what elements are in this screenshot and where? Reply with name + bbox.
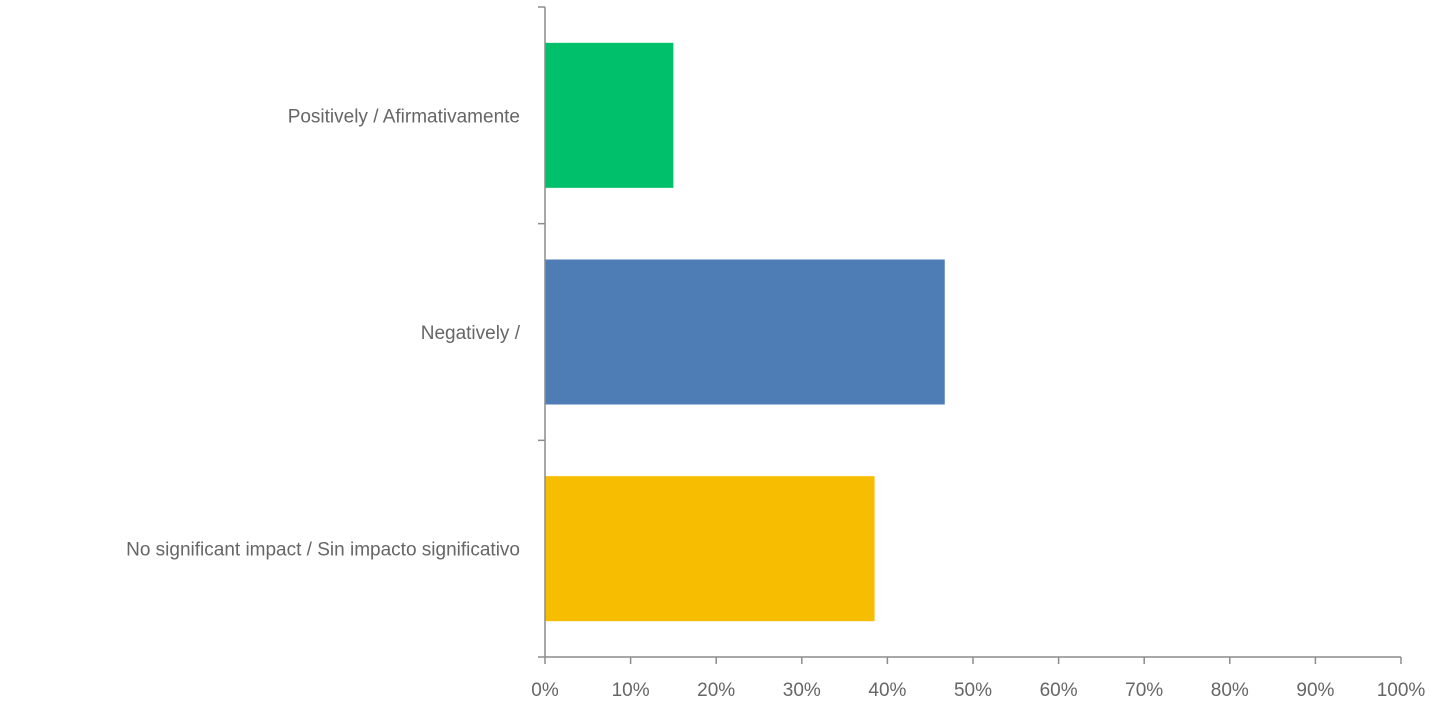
category-label-0: Positively / Afirmativamente xyxy=(288,106,520,127)
x-tick-label-10: 100% xyxy=(1377,680,1426,701)
category-label-2: No significant impact / Sin impacto sign… xyxy=(126,540,520,561)
x-tick-label-1: 10% xyxy=(612,680,650,701)
x-tick-label-9: 90% xyxy=(1296,680,1334,701)
category-labels: Positively / Afirmativamente Negatively /… xyxy=(126,106,521,560)
category-label-1: Negatively / xyxy=(421,323,521,344)
x-tick-label-7: 70% xyxy=(1125,680,1163,701)
x-axis-ticks: 0% 10% 20% 30% 40% 50% 60% 70% 80% 90% 100% xyxy=(531,657,1425,701)
x-tick-label-8: 80% xyxy=(1211,680,1249,701)
bar-2 xyxy=(545,476,875,622)
bar-1 xyxy=(545,259,945,405)
x-tick-label-0: 0% xyxy=(531,680,559,701)
y-axis-ticks xyxy=(538,6,545,658)
x-tick-label-4: 40% xyxy=(868,680,906,701)
x-tick-label-3: 30% xyxy=(783,680,821,701)
bars-group xyxy=(545,42,945,622)
x-tick-label-2: 20% xyxy=(697,680,735,701)
bar-0 xyxy=(545,42,674,188)
x-tick-label-6: 60% xyxy=(1040,680,1078,701)
x-tick-label-5: 50% xyxy=(954,680,992,701)
